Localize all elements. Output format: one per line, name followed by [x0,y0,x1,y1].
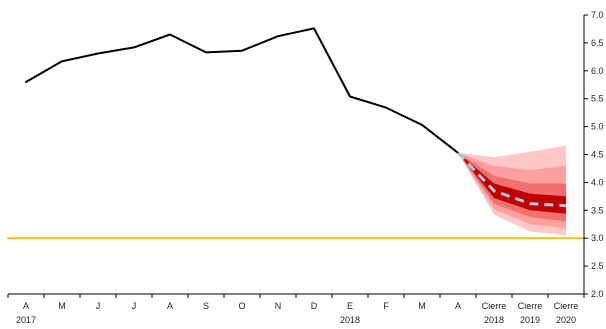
x-tick-label: J [96,301,101,311]
y-tick-label: 4.0 [591,177,604,187]
series-lines [7,27,585,240]
forecast-line [456,151,567,208]
y-tick-label: 7.0 [591,10,604,20]
y-tick-label: 2.5 [591,261,604,271]
x-tick-label: J [132,301,137,311]
x-tick-label: Cierre [518,301,543,311]
x-tick-label: S [203,301,209,311]
x-tick-label: M [58,301,66,311]
x-year-label: 2019 [520,315,540,325]
y-tick-label: 6.0 [591,66,604,76]
x-tick-label: F [383,301,389,311]
x-tick-label: N [275,301,282,311]
x-year-label: 2017 [16,315,36,325]
x-year-label: 2018 [340,315,360,325]
y-tick-label: 3.5 [591,205,604,215]
y-tick-label: 6.5 [591,38,604,48]
x-tick-label: A [167,301,173,311]
y-tick-label: 2.0 [591,289,604,299]
fan-band-3 [458,152,566,214]
x-tick-label: O [238,301,245,311]
x-tick-label: Cierre [482,301,507,311]
x-tick-label: A [23,301,29,311]
fan-chart-bands [458,145,566,236]
x-tick-label: E [347,301,353,311]
x-year-label: 2020 [556,315,576,325]
x-tick-label: A [455,301,461,311]
axes: A M J J A S O N D E F M A Cierre Cierre Cierre 2017 2018 2… [7,10,604,325]
y-tick-label: 4.5 [591,150,604,160]
x-tick-label: M [418,301,426,311]
x-tick-label: D [311,301,318,311]
y-tick-label: 5.5 [591,94,604,104]
y-tick-label: 5.0 [591,122,604,132]
x-year-label: 2018 [484,315,504,325]
y-tick-label: 3.0 [591,233,604,243]
history-line [25,27,459,154]
x-tick-label: Cierre [554,301,579,311]
